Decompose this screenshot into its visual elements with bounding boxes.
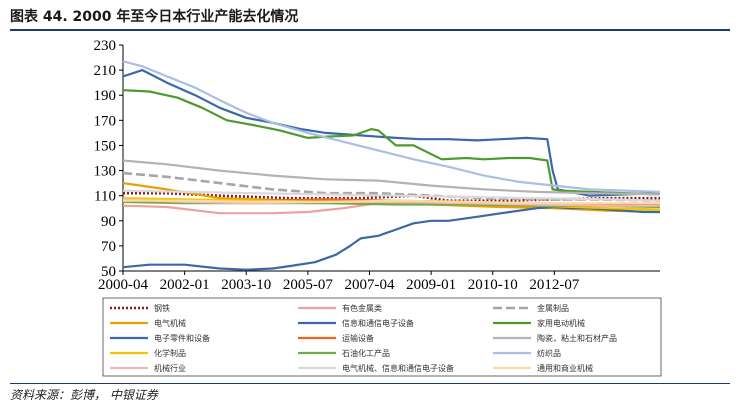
source-note: 资料来源：彭博， 中银证券: [10, 388, 158, 402]
legend-label: 家用电动机械: [537, 318, 585, 328]
y-tick-label: 150: [94, 138, 117, 154]
legend-label: 纺织品: [537, 348, 561, 358]
legend-label: 电子零件和设备: [154, 333, 210, 343]
series-line-6: [122, 89, 661, 196]
series-line-14: [122, 189, 661, 202]
y-tick-label: 190: [94, 88, 117, 104]
legend-label: 陶瓷，粘土和石材产品: [537, 333, 617, 343]
series-line-12: [122, 60, 661, 193]
series-line-15: [123, 199, 660, 205]
footer-divider: [10, 383, 730, 384]
x-tick-label: 2002-01: [160, 277, 210, 293]
legend-label: 运输设备: [342, 333, 374, 343]
x-tick-label: 2012-07: [529, 277, 579, 293]
series-line-13: [122, 198, 660, 207]
legend-label: 有色金属类: [342, 303, 382, 313]
legend-label: 电气机械、信息和通信电子设备: [342, 363, 454, 373]
x-tick-label: 2005-07: [283, 277, 333, 293]
legend-label: 机械行业: [154, 363, 186, 373]
series-line-10: [122, 197, 661, 211]
legend-label: 石油化工产品: [342, 348, 390, 358]
chart-axes: 50 70 90 110 130 150 170 190 210 230 2000-04 2002-0…: [94, 38, 660, 293]
x-tick-label: 2003-10: [221, 277, 271, 293]
y-tick-label: 210: [94, 63, 117, 79]
x-tick-label: 2009-01: [406, 277, 456, 293]
legend-box: [102, 297, 662, 377]
legend-label: 钢铁: [154, 303, 170, 313]
legend-label: 金属制品: [537, 303, 569, 313]
legend-label: 通用和商业机械: [537, 363, 593, 373]
legend-label: 化学制品: [154, 348, 186, 358]
y-tick-label: 230: [94, 38, 117, 54]
y-tick-label: 90: [101, 214, 116, 230]
line-chart: 50 70 90 110 130 150 170 190 210 230 2000-04 2002-0…: [94, 38, 662, 377]
series-line-5: [122, 68, 661, 197]
x-tick-label: 2007-04: [344, 277, 394, 293]
y-tick-label: 50: [101, 264, 116, 280]
chart-series: [122, 60, 661, 271]
y-tick-label: 70: [101, 239, 116, 255]
page-title: 图表 44. 2000 年至今日本行业产能去化情况: [10, 9, 299, 25]
y-tick-label: 130: [94, 164, 117, 180]
y-tick-label: 110: [94, 189, 116, 205]
x-tick-label: 2000-04: [98, 277, 148, 293]
legend-label: 信息和通信电子设备: [342, 318, 414, 328]
series-line-9: [122, 159, 661, 196]
x-tick-label: 2010-10: [468, 277, 518, 293]
y-tick-label: 170: [94, 113, 117, 129]
title-divider: [10, 29, 730, 31]
series-line-7: [122, 205, 660, 271]
legend-label: 电气机械: [154, 318, 186, 328]
